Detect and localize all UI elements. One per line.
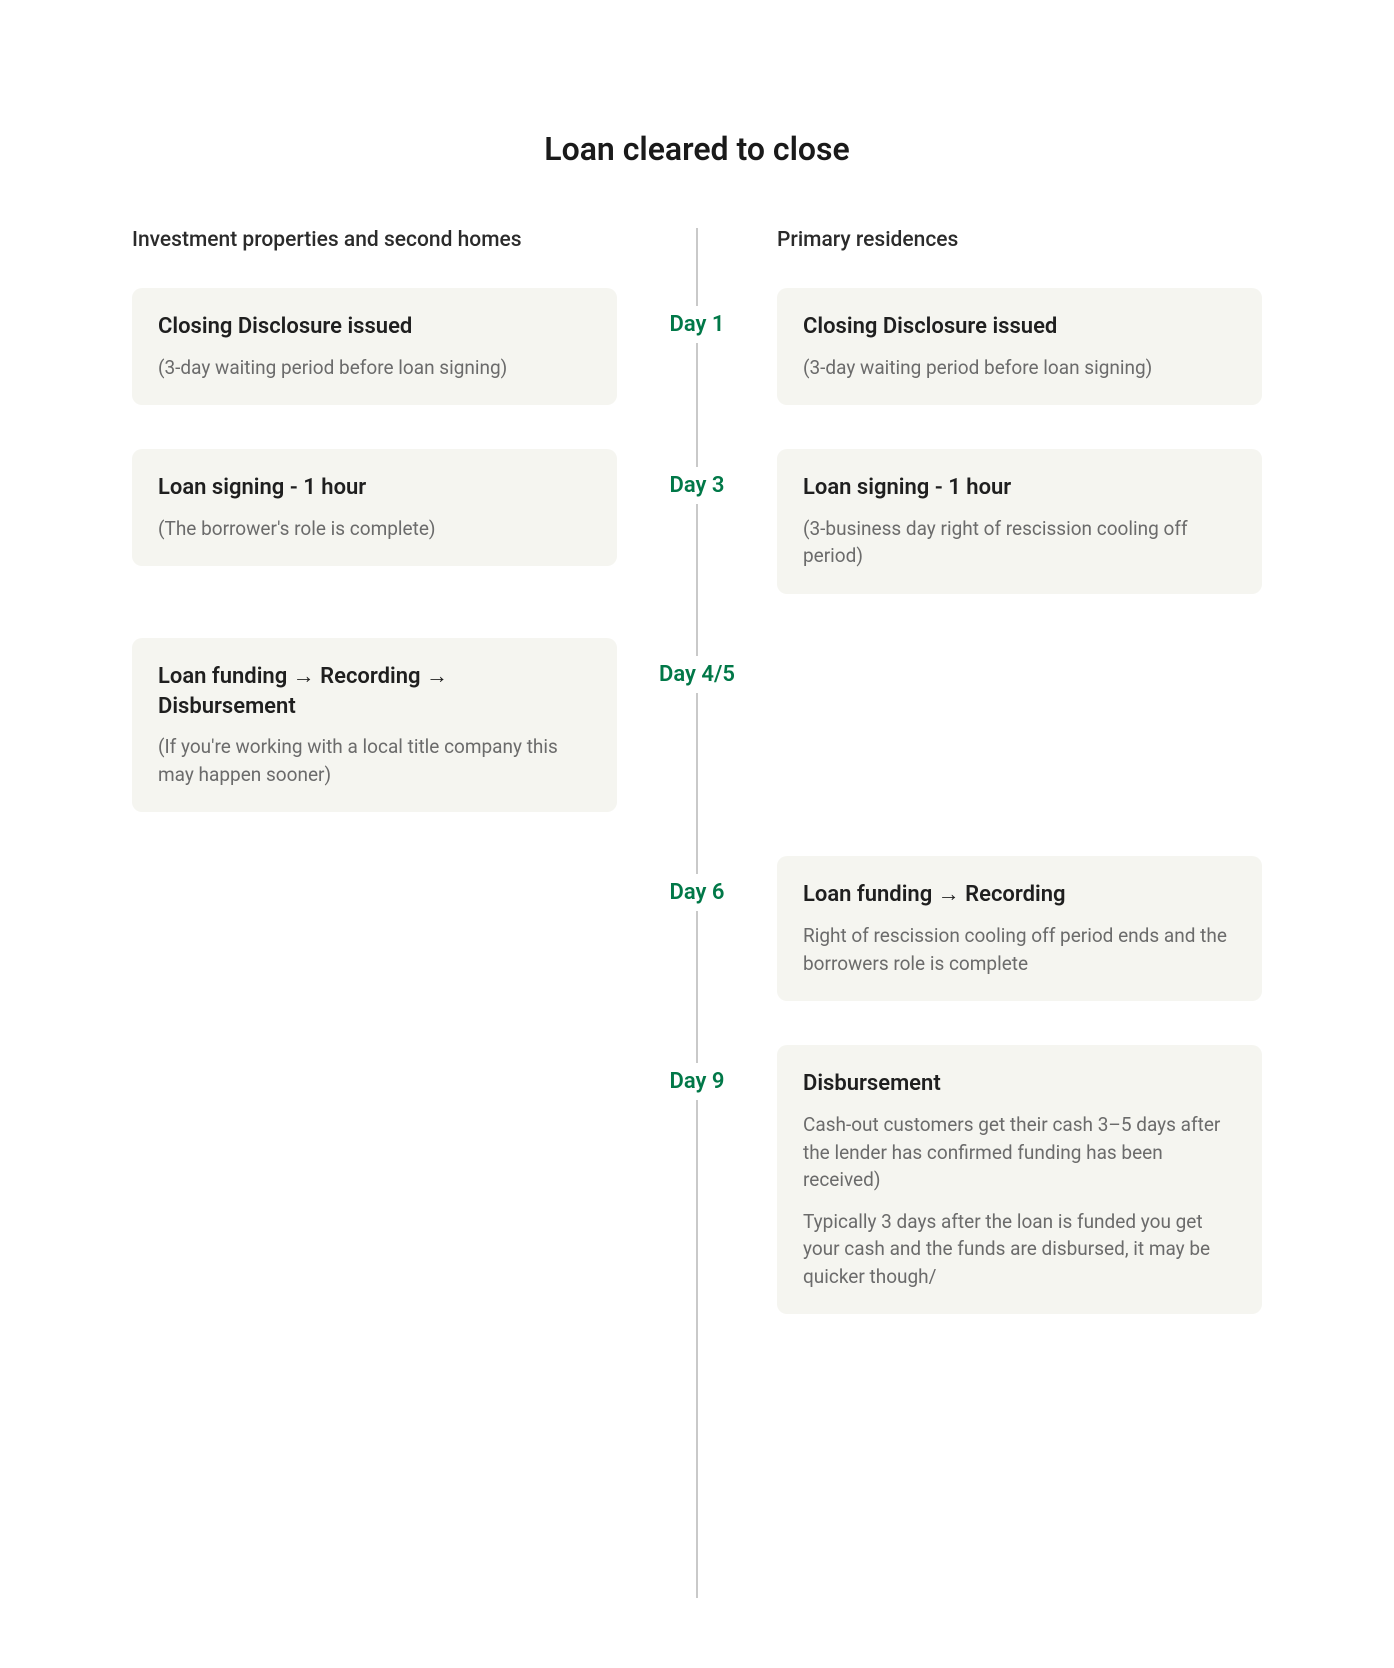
day-label: Day 6: [656, 874, 739, 911]
step-card: Closing Disclosure issued (3-day waiting …: [777, 288, 1262, 405]
step-card-title: Closing Disclosure issued: [803, 312, 1236, 342]
left-cell: Loan signing - 1 hour (The borrower's rol…: [132, 449, 697, 566]
right-cell: Loan signing - 1 hour (3-business day rig…: [697, 449, 1262, 594]
day-label: Day 1: [656, 306, 739, 343]
left-cell: Loan funding → Recording → Disbursement (…: [132, 638, 697, 812]
right-cell: Disbursement Cash-out customers get their…: [697, 1045, 1262, 1314]
left-column-header: Investment properties and second homes: [132, 228, 697, 252]
step-card: Loan signing - 1 hour (The borrower's rol…: [132, 449, 617, 566]
step-card-title: Loan funding → Recording: [803, 880, 1236, 910]
timeline-row: Disbursement Cash-out customers get their…: [132, 1045, 1262, 1314]
timeline-row: Loan funding → Recording → Disbursement (…: [132, 638, 1262, 812]
day-label: Day 3: [656, 467, 739, 504]
step-card-title: Loan funding → Recording → Disbursement: [158, 662, 591, 721]
step-card: Loan funding → Recording Right of resciss…: [777, 856, 1262, 1001]
step-card: Disbursement Cash-out customers get their…: [777, 1045, 1262, 1314]
step-card-subtext: (The borrower's role is complete): [158, 515, 591, 543]
timeline: Investment properties and second homes P…: [132, 228, 1262, 1314]
step-card-title: Disbursement: [803, 1069, 1236, 1099]
timeline-row: Closing Disclosure issued (3-day waiting …: [132, 288, 1262, 405]
right-cell: Closing Disclosure issued (3-day waiting …: [697, 288, 1262, 405]
step-card-title: Loan signing - 1 hour: [158, 473, 591, 503]
step-card-subtext: (3-day waiting period before loan signin…: [158, 354, 591, 382]
step-card: Loan signing - 1 hour (3-business day rig…: [777, 449, 1262, 594]
day-label: Day 4/5: [645, 656, 749, 693]
page-title: Loan cleared to close: [132, 130, 1262, 168]
step-card-subtext: (If you're working with a local title co…: [158, 733, 591, 788]
step-card-subtext: Typically 3 days after the loan is funde…: [803, 1208, 1236, 1291]
timeline-row: Loan funding → Recording Right of resciss…: [132, 856, 1262, 1001]
step-card-subtext: (3-day waiting period before loan signin…: [803, 354, 1236, 382]
right-column-header: Primary residences: [697, 228, 1262, 252]
day-label: Day 9: [656, 1063, 739, 1100]
step-card: Loan funding → Recording → Disbursement (…: [132, 638, 617, 812]
step-card-subtext: Right of rescission cooling off period e…: [803, 922, 1236, 977]
step-card-title: Loan signing - 1 hour: [803, 473, 1236, 503]
right-cell: Loan funding → Recording Right of resciss…: [697, 856, 1262, 1001]
timeline-row: Loan signing - 1 hour (The borrower's rol…: [132, 449, 1262, 594]
left-cell: Closing Disclosure issued (3-day waiting …: [132, 288, 697, 405]
diagram-card: Loan cleared to close Investment propert…: [42, 60, 1352, 1468]
step-card-subtext: Cash-out customers get their cash 3–5 da…: [803, 1111, 1236, 1194]
step-card: Closing Disclosure issued (3-day waiting …: [132, 288, 617, 405]
step-card-subtext: (3-business day right of rescission cool…: [803, 515, 1236, 570]
step-card-title: Closing Disclosure issued: [158, 312, 591, 342]
canvas: Loan cleared to close Investment propert…: [0, 0, 1394, 1668]
